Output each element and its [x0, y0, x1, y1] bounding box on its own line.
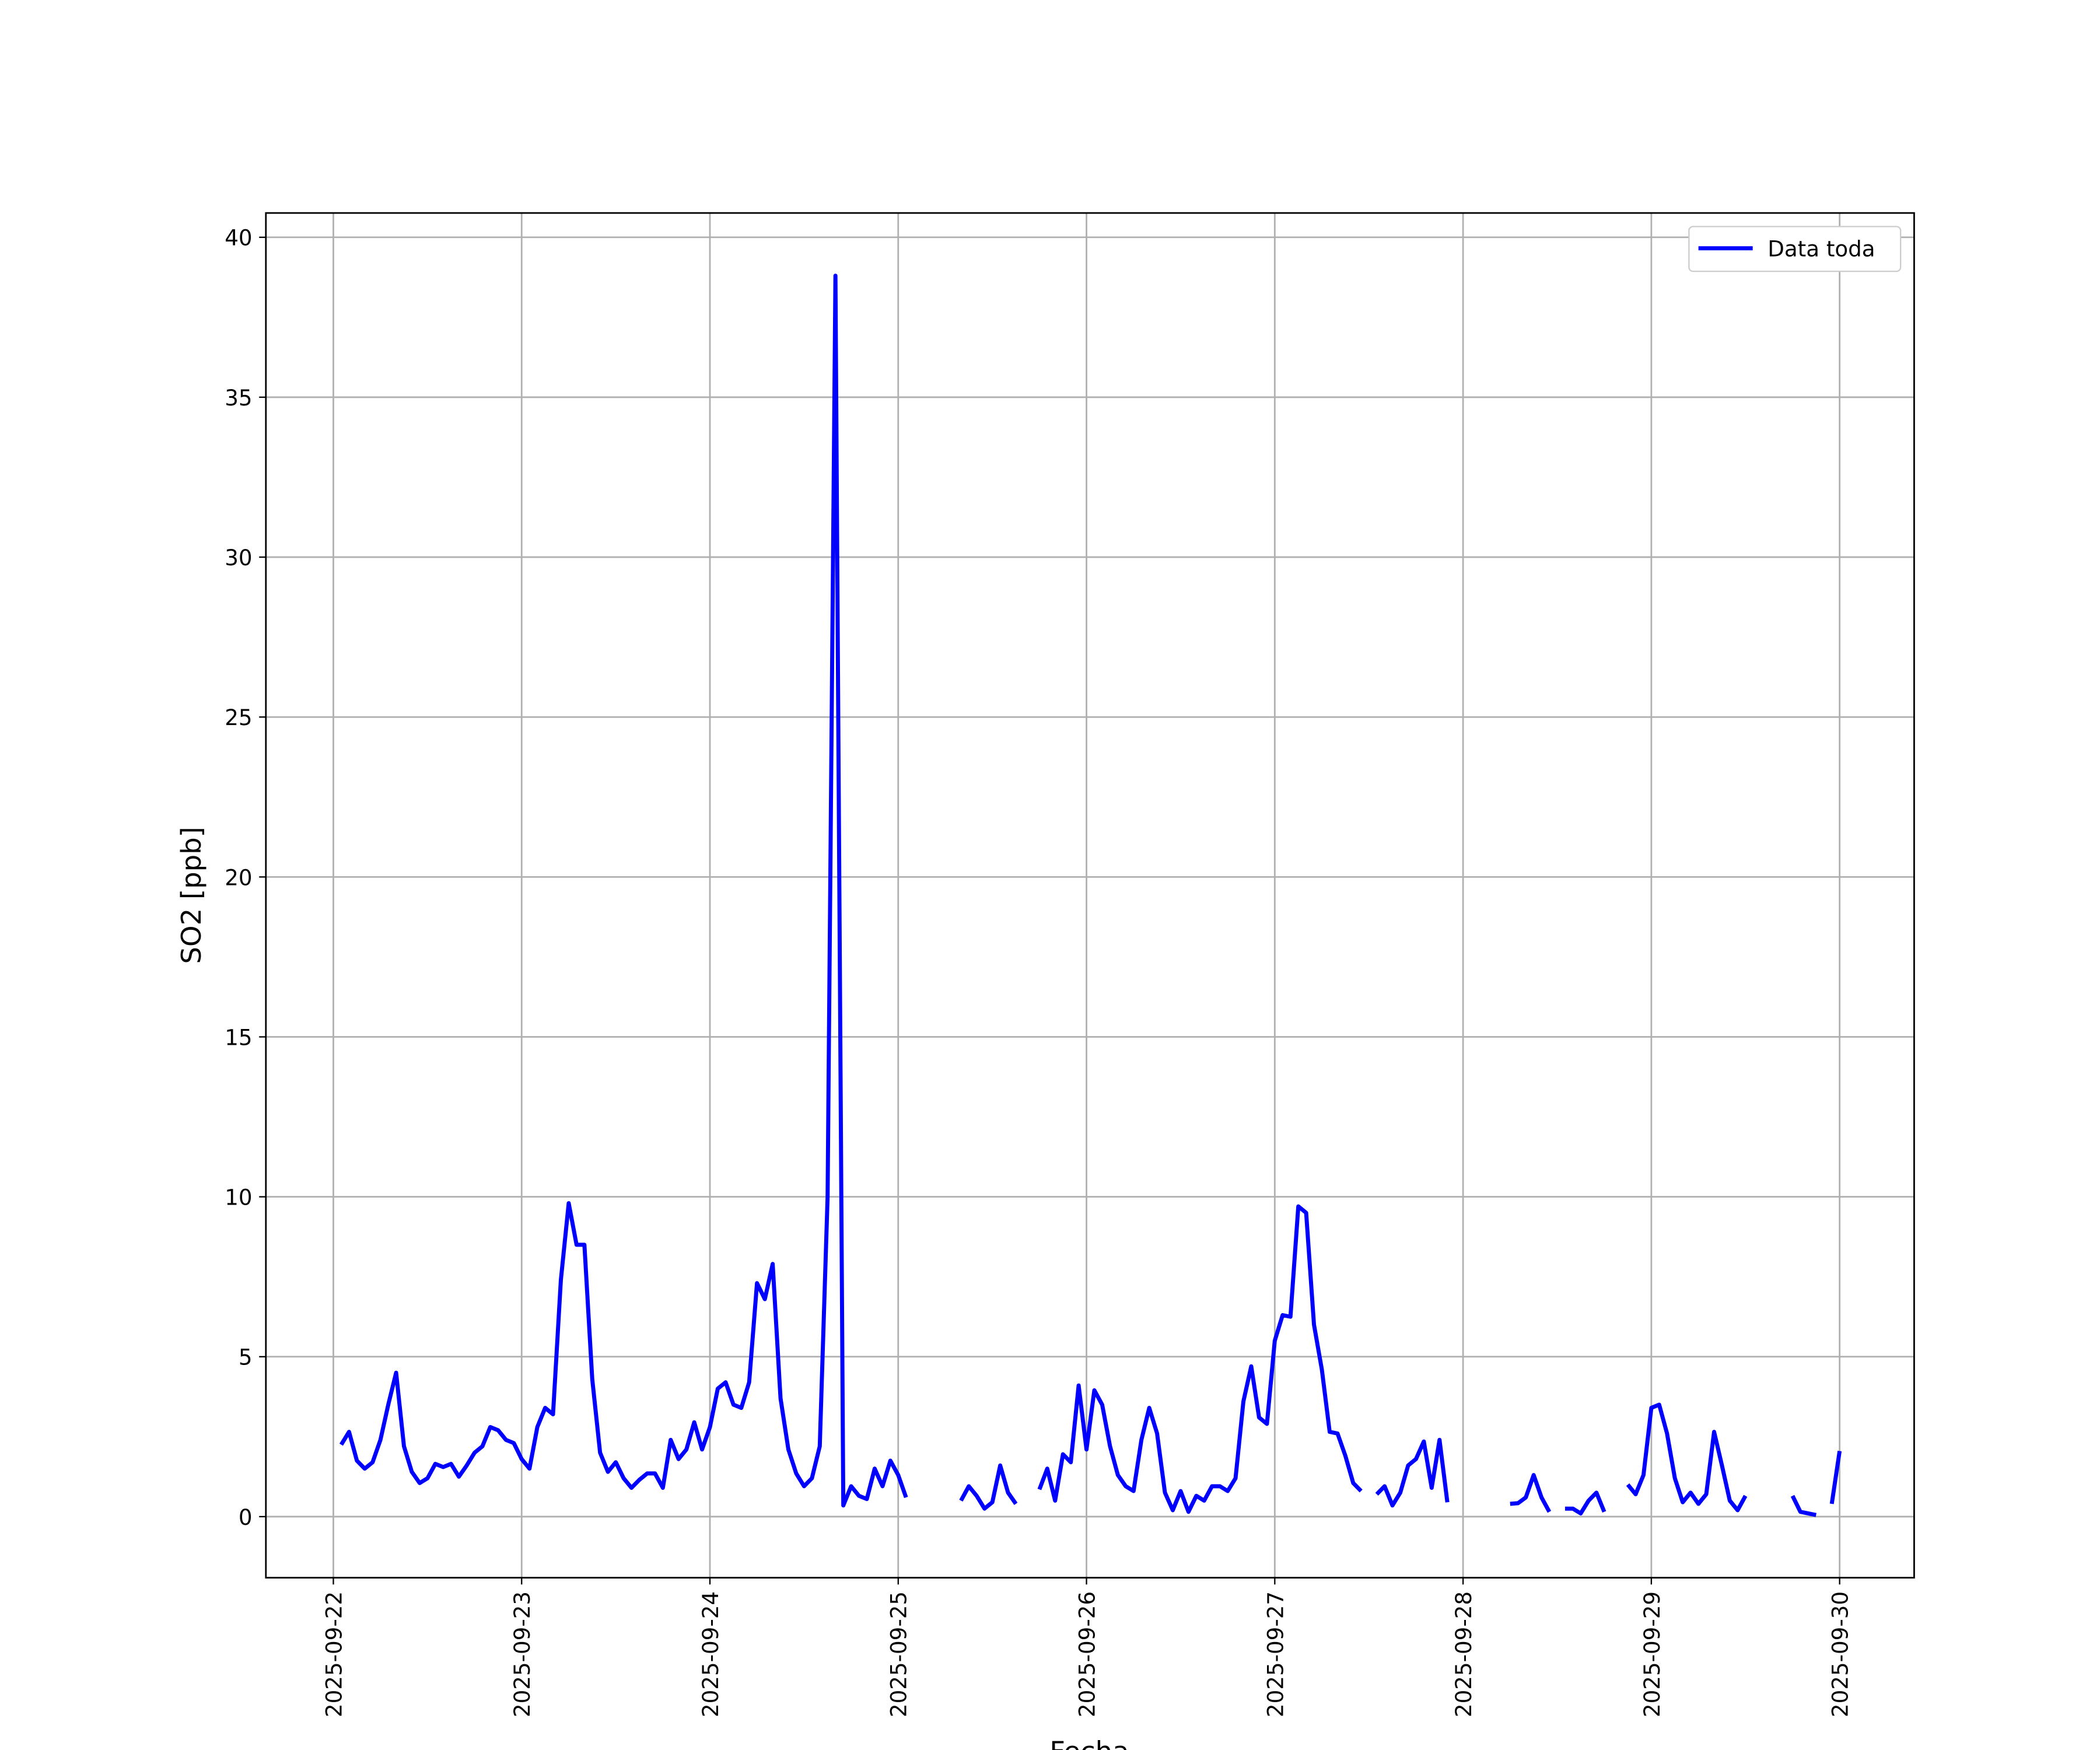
- y-tick-label: 25: [225, 705, 252, 730]
- x-tick-label: 2025-09-26: [1074, 1591, 1100, 1717]
- x-tick-label: 2025-09-30: [1828, 1591, 1853, 1717]
- x-axis-label: Fecha: [1049, 1736, 1129, 1750]
- x-tick-label: 2025-09-23: [509, 1591, 535, 1717]
- x-tick-label: 2025-09-27: [1262, 1591, 1288, 1717]
- y-tick-label: 30: [225, 545, 252, 570]
- y-tick-label: 20: [225, 864, 252, 890]
- x-tick-label: 2025-09-22: [321, 1591, 346, 1717]
- y-tick-label: 10: [225, 1185, 252, 1210]
- data-line: [339, 274, 1842, 1517]
- legend-box: [1688, 226, 1902, 272]
- legend-label: Data toda: [1768, 236, 1875, 262]
- x-tick-label: 2025-09-25: [886, 1591, 912, 1717]
- y-tick-label: 0: [239, 1504, 253, 1530]
- y-tick-label: 15: [225, 1024, 252, 1050]
- x-tick-label: 2025-09-29: [1639, 1591, 1665, 1717]
- plot-frame: [265, 212, 1915, 1579]
- x-tick-label: 2025-09-24: [698, 1591, 723, 1717]
- y-axis-label: SO2 [ppb]: [176, 827, 207, 964]
- x-tick-label: 2025-09-28: [1451, 1591, 1476, 1717]
- y-tick-label: 35: [225, 385, 252, 411]
- y-tick-label: 40: [225, 225, 252, 251]
- y-tick-label: 5: [239, 1345, 253, 1370]
